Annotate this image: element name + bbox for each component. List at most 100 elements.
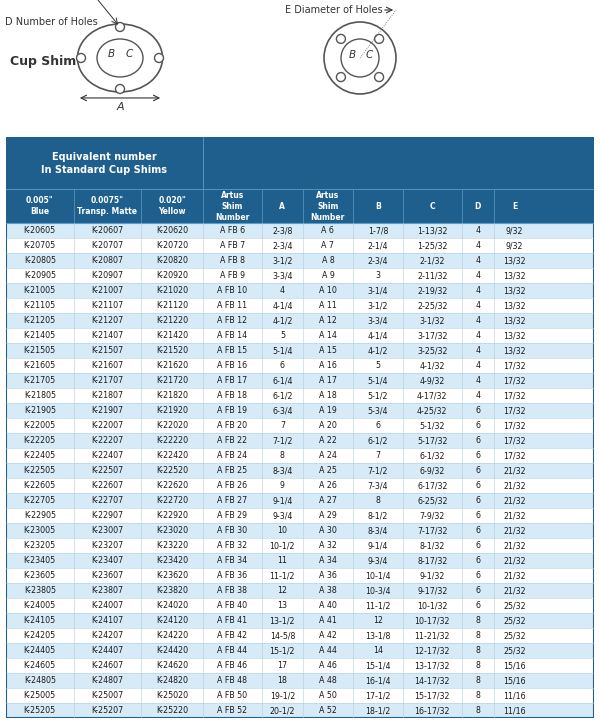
Text: 4-1/4: 4-1/4: [368, 331, 388, 340]
Text: 13-17/32: 13-17/32: [415, 661, 450, 670]
Text: A FB 36: A FB 36: [217, 571, 247, 580]
Text: A 46: A 46: [319, 661, 337, 670]
Text: K-21507: K-21507: [91, 347, 124, 355]
Text: A FB 20: A FB 20: [217, 421, 247, 430]
Text: A FB 46: A FB 46: [217, 661, 247, 670]
Text: 0.020"
Yellow: 0.020" Yellow: [158, 196, 186, 217]
Bar: [6, 688, 594, 703]
Text: A FB 6: A FB 6: [220, 226, 245, 235]
Text: 21/32: 21/32: [503, 526, 526, 535]
Text: K-20807: K-20807: [91, 256, 124, 265]
Text: K-24405: K-24405: [24, 646, 56, 656]
Text: E: E: [512, 202, 517, 211]
Text: 21/32: 21/32: [503, 586, 526, 596]
Text: 17/32: 17/32: [503, 376, 526, 386]
Text: 9-17/32: 9-17/32: [417, 586, 448, 596]
Text: 7: 7: [376, 451, 380, 461]
Text: 20-1/2: 20-1/2: [269, 706, 295, 716]
Text: 25/32: 25/32: [503, 631, 526, 640]
Text: 13/32: 13/32: [503, 256, 526, 265]
Text: 7-3/4: 7-3/4: [368, 482, 388, 490]
Bar: [6, 599, 594, 614]
Text: K-22905: K-22905: [24, 511, 56, 521]
Text: K-24605: K-24605: [24, 661, 56, 670]
Text: K-23405: K-23405: [24, 557, 56, 565]
Text: K-22520: K-22520: [156, 466, 188, 475]
Text: K-23820: K-23820: [156, 586, 188, 596]
Text: 17-1/2: 17-1/2: [365, 692, 391, 700]
Text: 4: 4: [475, 316, 481, 325]
Text: K-22720: K-22720: [156, 496, 188, 505]
Text: K-21007: K-21007: [91, 286, 124, 295]
Text: A 44: A 44: [319, 646, 337, 656]
Text: 9-1/4: 9-1/4: [368, 542, 388, 550]
Text: 5-1/4: 5-1/4: [368, 376, 388, 386]
Text: 7-17/32: 7-17/32: [417, 526, 448, 535]
Text: A 48: A 48: [319, 677, 337, 685]
Text: 15/16: 15/16: [503, 677, 526, 685]
Text: 21/32: 21/32: [503, 542, 526, 550]
Text: K-24620: K-24620: [156, 661, 188, 670]
Text: 11-21/32: 11-21/32: [415, 631, 450, 640]
Text: 6: 6: [475, 482, 481, 490]
Text: 3-3/4: 3-3/4: [368, 316, 388, 325]
Text: 8-3/4: 8-3/4: [272, 466, 293, 475]
Text: K-22207: K-22207: [91, 436, 124, 445]
Text: 8: 8: [475, 706, 481, 716]
Text: K-23020: K-23020: [156, 526, 188, 535]
Text: K-23420: K-23420: [156, 557, 188, 565]
Text: 6: 6: [475, 601, 481, 610]
Text: K-21705: K-21705: [24, 376, 56, 386]
Text: K-23007: K-23007: [91, 526, 124, 535]
Text: 4: 4: [475, 256, 481, 265]
Text: K-24007: K-24007: [91, 601, 124, 610]
Text: A 42: A 42: [319, 631, 337, 640]
Text: K-21920: K-21920: [156, 406, 188, 415]
Text: Cup Shim: Cup Shim: [10, 56, 76, 69]
Text: 6-1/2: 6-1/2: [272, 391, 293, 400]
Text: K-22605: K-22605: [24, 482, 56, 490]
Text: K-22505: K-22505: [24, 466, 56, 475]
Circle shape: [115, 84, 125, 93]
Text: A 9: A 9: [322, 271, 334, 280]
Text: 3-25/32: 3-25/32: [417, 347, 448, 355]
Text: K-24805: K-24805: [24, 677, 56, 685]
Text: 6: 6: [475, 436, 481, 445]
Text: A FB 42: A FB 42: [217, 631, 247, 640]
Bar: [6, 643, 594, 658]
Bar: [6, 298, 594, 313]
Text: K-21120: K-21120: [156, 301, 188, 310]
Text: 8: 8: [475, 692, 481, 700]
Text: 13-1/2: 13-1/2: [269, 617, 295, 625]
Text: 2-25/32: 2-25/32: [417, 301, 448, 310]
Bar: [6, 523, 594, 539]
Text: 13/32: 13/32: [503, 331, 526, 340]
Text: 6-17/32: 6-17/32: [417, 482, 448, 490]
Text: K-24005: K-24005: [24, 601, 56, 610]
Text: 19-1/2: 19-1/2: [269, 692, 295, 700]
Text: 14-5/8: 14-5/8: [269, 631, 295, 640]
Text: K-21207: K-21207: [91, 316, 124, 325]
Text: 2-1/4: 2-1/4: [368, 241, 388, 251]
Text: K-21820: K-21820: [156, 391, 188, 400]
Text: A 18: A 18: [319, 391, 337, 400]
Text: K-24220: K-24220: [156, 631, 188, 640]
Text: A 32: A 32: [319, 542, 337, 550]
Text: A 17: A 17: [319, 376, 337, 386]
Text: A 41: A 41: [319, 617, 337, 625]
Text: K-22907: K-22907: [91, 511, 124, 521]
Text: 4: 4: [475, 376, 481, 386]
Text: K-20907: K-20907: [91, 271, 124, 280]
Text: 14-17/32: 14-17/32: [415, 677, 450, 685]
Text: K-24820: K-24820: [156, 677, 188, 685]
Text: K-21220: K-21220: [156, 316, 188, 325]
Text: 13: 13: [277, 601, 287, 610]
Text: K-22407: K-22407: [91, 451, 124, 461]
Text: K-21905: K-21905: [24, 406, 56, 415]
Text: 4: 4: [475, 226, 481, 235]
Text: A FB 26: A FB 26: [217, 482, 247, 490]
Bar: [6, 448, 594, 464]
Text: 12-17/32: 12-17/32: [415, 646, 450, 656]
Text: 17/32: 17/32: [503, 406, 526, 415]
Text: 5: 5: [376, 361, 380, 370]
